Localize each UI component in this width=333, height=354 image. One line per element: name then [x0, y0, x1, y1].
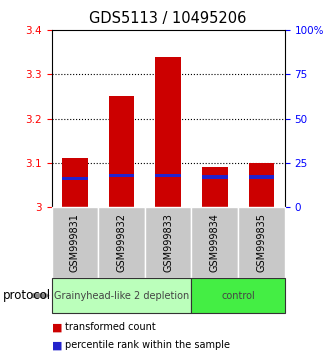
Text: GSM999833: GSM999833	[163, 213, 173, 272]
Bar	[155, 174, 181, 177]
Bar	[62, 177, 88, 180]
Text: protocol: protocol	[3, 289, 52, 302]
Text: Grainyhead-like 2 depletion: Grainyhead-like 2 depletion	[54, 291, 189, 301]
Text: GSM999835: GSM999835	[256, 213, 266, 272]
Text: GSM999834: GSM999834	[210, 213, 220, 272]
Text: percentile rank within the sample: percentile rank within the sample	[65, 340, 230, 350]
Bar	[202, 167, 227, 207]
Text: control: control	[221, 291, 255, 301]
Bar	[109, 174, 134, 177]
Text: transformed count: transformed count	[65, 322, 156, 332]
Text: ■: ■	[52, 340, 62, 350]
Bar	[248, 163, 274, 207]
Bar	[155, 57, 181, 207]
Bar	[248, 176, 274, 178]
Bar	[109, 96, 134, 207]
Title: GDS5113 / 10495206: GDS5113 / 10495206	[90, 11, 247, 26]
Bar	[202, 176, 227, 178]
Text: GSM999832: GSM999832	[117, 213, 127, 272]
Bar	[62, 158, 88, 207]
Text: GSM999831: GSM999831	[70, 213, 80, 272]
Text: ■: ■	[52, 322, 62, 332]
